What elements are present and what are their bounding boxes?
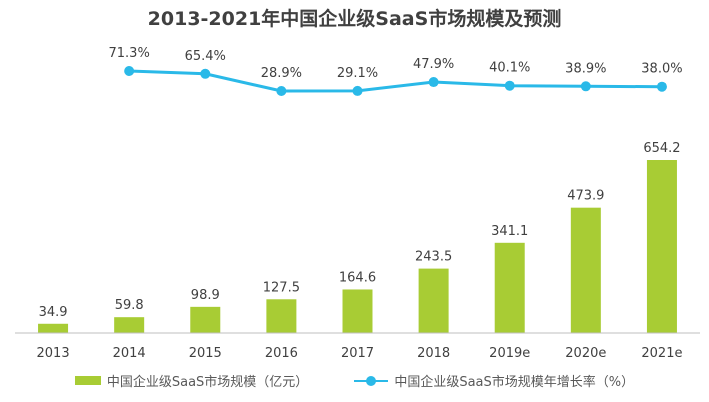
legend-label-bar: 中国企业级SaaS市场规模（亿元） [106,375,309,390]
bar-value-label: 59.8 [115,298,144,313]
growth-rate-point [428,77,439,88]
bar [570,207,601,333]
chart-title: 2013-2021年中国企业级SaaS市场规模及预测 [147,8,562,30]
bar [266,299,297,333]
growth-rate-line [129,69,662,93]
x-tick-label: 2014 [113,346,146,361]
x-tick-label: 2016 [265,346,298,361]
bar [38,323,69,333]
bar-value-label: 34.9 [39,305,68,320]
bar [418,268,449,333]
bars-layer: 34.9 59.8 98.9 127.5 164.6 243.5 341.1 473.9 654… [38,141,681,333]
bar-value-label: 127.5 [263,280,300,295]
growth-rate-point [200,68,211,79]
growth-rate-label: 71.3% [109,46,150,61]
growth-rate-label: 65.4% [185,49,226,64]
bar-value-label: 473.9 [567,189,604,204]
bar-value-label: 341.1 [491,224,528,239]
x-tick-label: 2017 [341,346,374,361]
legend: 中国企业级SaaS市场规模（亿元） 中国企业级SaaS市场规模年增长率（%） [0,371,709,390]
growth-rate-label: 47.9% [413,57,454,72]
bar [342,289,373,333]
legend-swatch-line [354,375,389,386]
x-tick-label: 2018 [417,346,450,361]
growth-rate-label: 38.9% [565,61,606,76]
x-tick-label: 2015 [189,346,222,361]
legend-item-line: 中国企业级SaaS市场规模年增长率（%） [354,371,634,390]
legend-label-line: 中国企业级SaaS市场规模年增长率（%） [394,375,635,390]
x-tick-label: 2013 [37,346,70,361]
x-tick-labels: 2013 2014 2015 2016 2017 2018 2019e 2020e 2021e [37,346,683,361]
line-layer: 71.3% 65.4% 28.9% 29.1% 47.9% 40.1% 38.9% 38.0% [109,46,683,96]
growth-rate-point [352,85,363,96]
bar [114,317,145,333]
growth-rate-label: 28.9% [261,66,302,81]
bar-value-label: 164.6 [339,270,376,285]
growth-rate-point [656,81,667,92]
growth-rate-label: 29.1% [337,66,378,81]
x-tick-label: 2020e [565,346,606,361]
growth-rate-label: 38.0% [641,62,682,77]
bar [494,242,525,333]
bar-value-label: 243.5 [415,250,452,265]
bar [646,160,677,333]
bar-value-label: 98.9 [191,288,220,303]
legend-item-bar: 中国企业级SaaS市场规模（亿元） [74,371,309,390]
growth-rate-point [580,81,591,92]
bar-value-label: 654.2 [643,141,680,156]
growth-rate-label: 40.1% [489,61,530,76]
bar [190,306,221,333]
legend-swatch-bar [74,376,101,385]
x-tick-label: 2019e [489,346,530,361]
growth-rate-point [124,66,135,76]
x-tick-label: 2021e [641,346,682,361]
growth-rate-point [504,80,515,91]
growth-rate-point [276,86,287,96]
